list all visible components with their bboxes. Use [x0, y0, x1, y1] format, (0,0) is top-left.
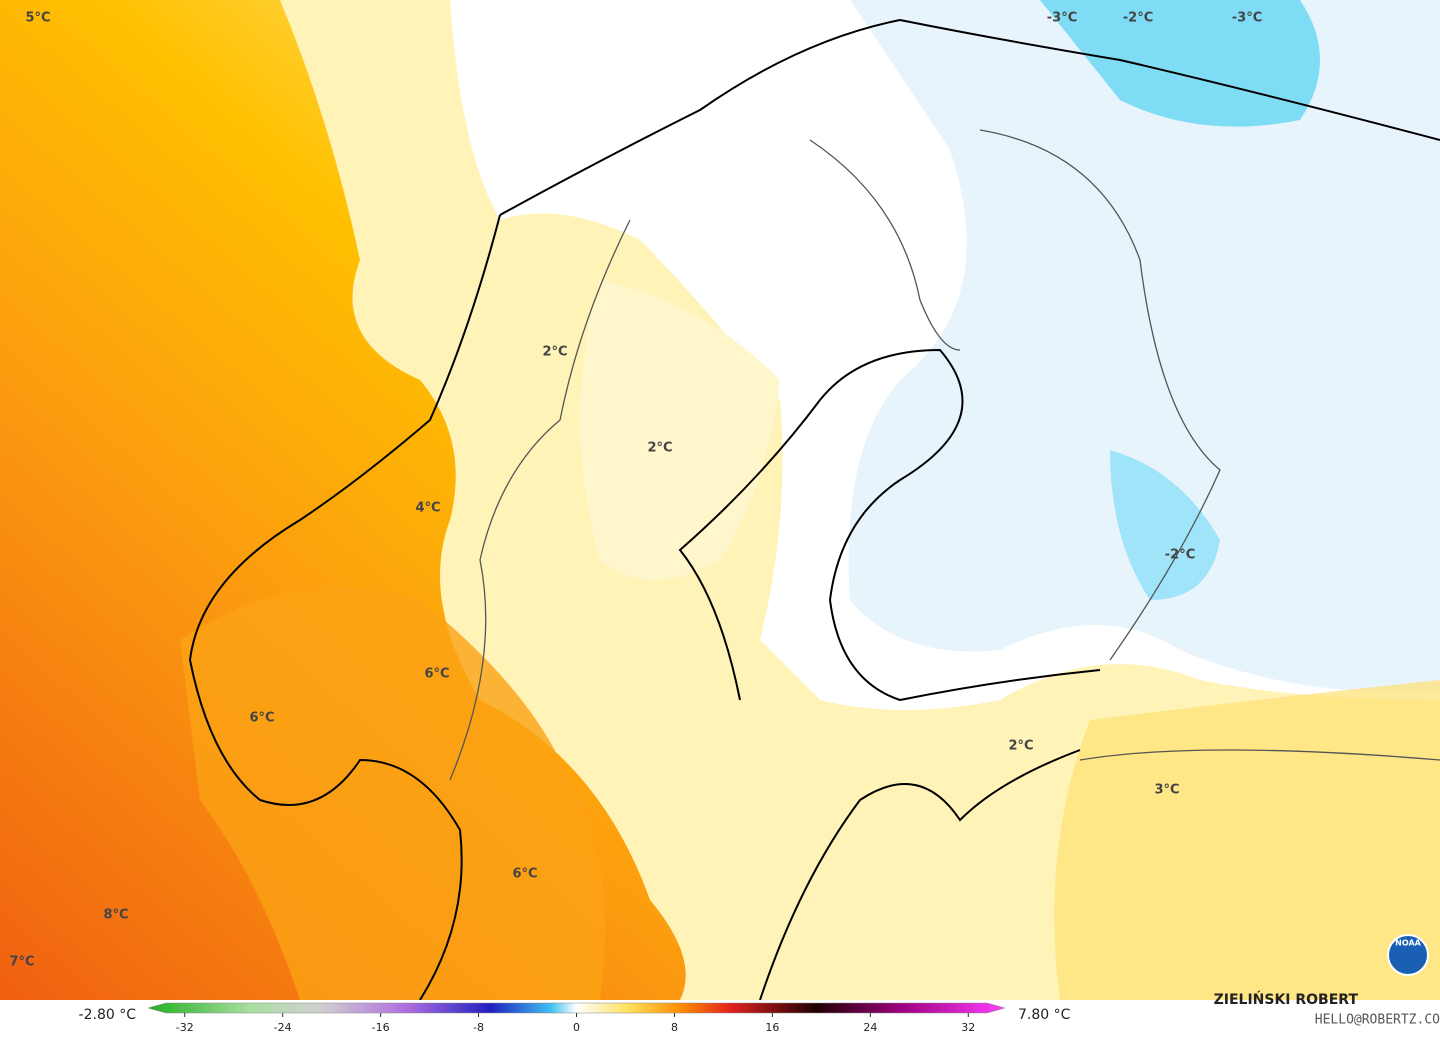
temp-label: -2°C: [1123, 11, 1153, 26]
colorbar-tick-label: 8: [671, 1021, 678, 1034]
coastline: [188, 18, 1440, 1001]
colorbar-tick-label: 16: [765, 1021, 779, 1034]
colorbar-tick-label: -24: [274, 1021, 292, 1034]
temp-label: 5°C: [25, 11, 50, 26]
colorbar-max: 7.80 °C: [1018, 1007, 1071, 1023]
temp-label: -3°C: [1232, 11, 1262, 26]
logo-text: NOAA: [1395, 939, 1421, 948]
temp-label: 2°C: [542, 345, 567, 360]
email: HELLO@ROBERTZ.CO: [1315, 1013, 1440, 1028]
borders: [449, 129, 1440, 781]
temp-label: 2°C: [647, 441, 672, 456]
temp-label: 8°C: [103, 908, 128, 923]
temp-label: 6°C: [424, 667, 449, 682]
colorbar-tick-label: 24: [863, 1021, 877, 1034]
temp-label: -3°C: [1047, 11, 1077, 26]
temp-label: -2°C: [1165, 548, 1195, 563]
author: ZIELIŃSKI ROBERT: [1214, 990, 1359, 1008]
temp-label: 7°C: [9, 955, 34, 970]
logo: [1387, 934, 1429, 976]
temp-label: 3°C: [1154, 783, 1179, 798]
temp-label: 6°C: [249, 711, 274, 726]
colorbar-tick-label: -32: [176, 1021, 194, 1034]
colorbar-min: -2.80 °C: [79, 1007, 137, 1023]
colorbar-bar: [147, 1002, 1006, 1014]
colorbar-tick-label: -16: [372, 1021, 390, 1034]
temp-label: 4°C: [415, 501, 440, 516]
colorbar-tick-label: -8: [473, 1021, 484, 1034]
colorbar-tick-label: 0: [573, 1021, 580, 1034]
temp-label: 2°C: [1008, 739, 1033, 754]
temp-label: 6°C: [512, 867, 537, 882]
map-fill: [0, 0, 1440, 1000]
colorbar-tick-label: 32: [961, 1021, 975, 1034]
